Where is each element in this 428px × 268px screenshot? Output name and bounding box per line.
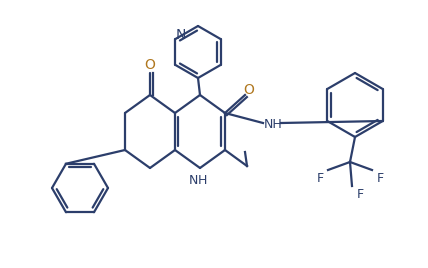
Text: H: H: [197, 174, 207, 188]
Text: O: O: [244, 83, 254, 97]
Text: N: N: [188, 174, 198, 188]
Text: N: N: [175, 28, 186, 42]
Text: O: O: [145, 58, 155, 72]
Text: NH: NH: [264, 118, 283, 132]
Text: F: F: [377, 172, 383, 184]
Text: F: F: [357, 188, 363, 200]
Text: F: F: [316, 172, 324, 184]
